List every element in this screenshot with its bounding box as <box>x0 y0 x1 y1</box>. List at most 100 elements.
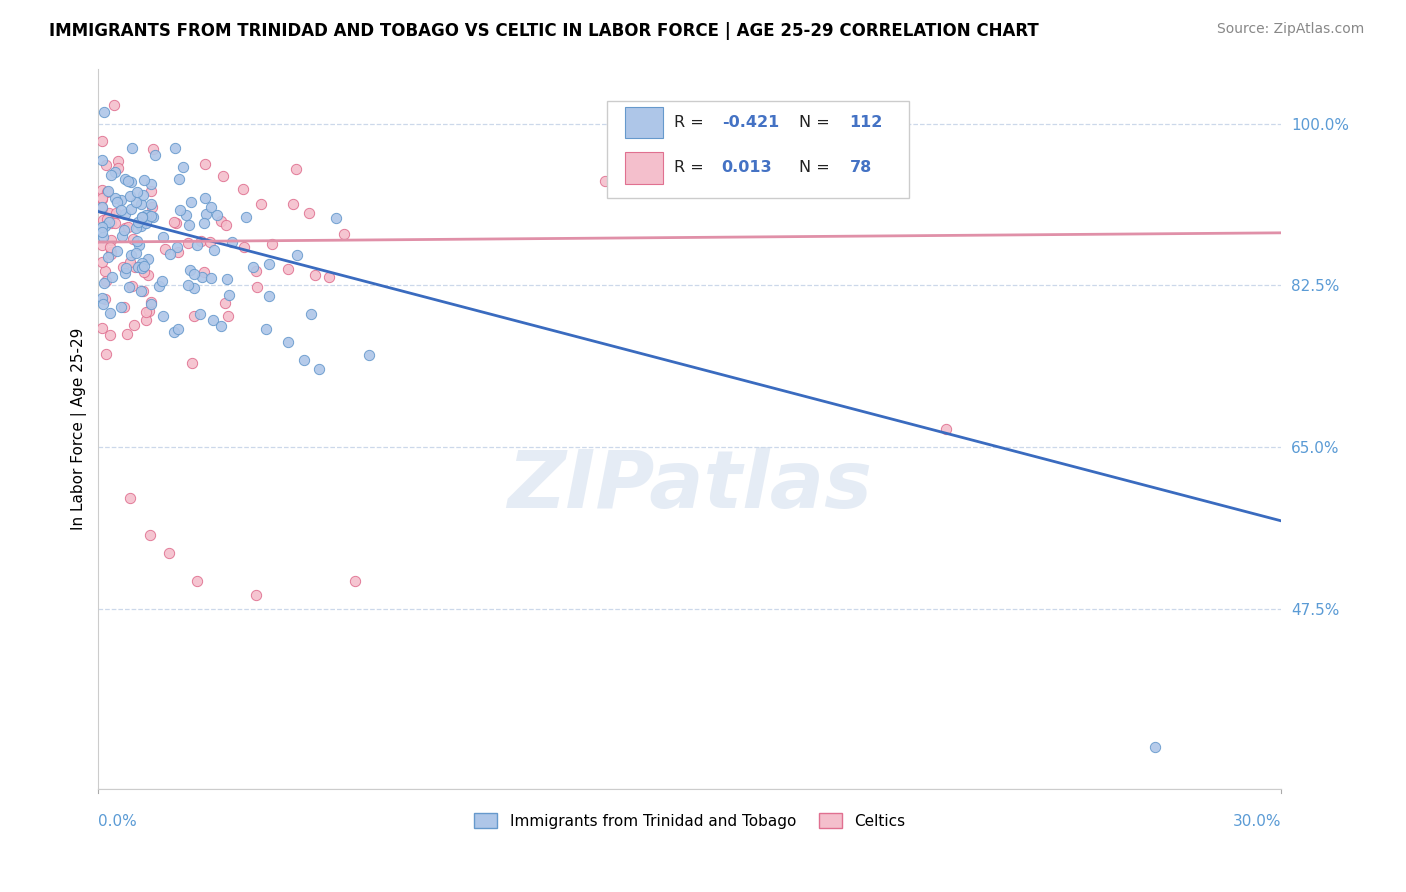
Point <box>165 216 187 230</box>
Text: R =: R = <box>675 115 709 130</box>
Point <box>143 147 166 161</box>
Point <box>97 184 120 198</box>
Point <box>104 206 127 220</box>
Point <box>215 218 238 232</box>
Point <box>308 361 330 376</box>
Point <box>235 210 257 224</box>
Point <box>96 186 118 200</box>
Point <box>127 260 149 274</box>
Point <box>298 206 321 220</box>
Point <box>139 197 162 211</box>
Text: 112: 112 <box>849 115 883 130</box>
Point <box>200 271 222 285</box>
Text: IMMIGRANTS FROM TRINIDAD AND TOBAGO VS CELTIC IN LABOR FORCE | AGE 25-29 CORRELA: IMMIGRANTS FROM TRINIDAD AND TOBAGO VS C… <box>49 22 1039 40</box>
Point <box>135 313 157 327</box>
FancyBboxPatch shape <box>607 101 908 198</box>
Point <box>91 220 114 235</box>
Point <box>132 284 155 298</box>
Point <box>93 297 115 311</box>
Point <box>94 158 117 172</box>
Point <box>188 307 211 321</box>
Point <box>114 266 136 280</box>
Point <box>110 202 132 217</box>
Point <box>218 288 240 302</box>
Point <box>139 294 162 309</box>
Point <box>114 207 136 221</box>
Point <box>91 201 114 215</box>
Point <box>93 276 115 290</box>
Text: 0.0%: 0.0% <box>98 814 138 829</box>
Point <box>91 291 114 305</box>
Point <box>110 300 132 314</box>
Point <box>245 588 267 602</box>
Text: 78: 78 <box>849 161 872 176</box>
Point <box>118 255 141 269</box>
Point <box>135 305 157 319</box>
Point <box>117 220 139 235</box>
Point <box>100 244 122 259</box>
Point <box>257 257 280 271</box>
Point <box>125 220 148 235</box>
Text: N =: N = <box>799 115 834 130</box>
Point <box>194 157 217 171</box>
Point <box>127 234 149 248</box>
Point <box>132 173 155 187</box>
Point <box>114 171 136 186</box>
Point <box>114 220 136 235</box>
Point <box>120 247 142 261</box>
Point <box>277 334 299 349</box>
Point <box>91 183 114 197</box>
Point <box>191 270 214 285</box>
Point <box>153 242 176 256</box>
Point <box>132 187 155 202</box>
Point <box>304 268 326 282</box>
Point <box>246 280 269 294</box>
Point <box>202 243 225 257</box>
Point <box>105 244 128 258</box>
Point <box>91 212 114 227</box>
Point <box>281 197 304 211</box>
Point <box>91 192 114 206</box>
Point <box>117 174 139 188</box>
Point <box>325 211 347 225</box>
Point <box>194 207 217 221</box>
Point <box>180 356 202 370</box>
Point <box>98 327 121 342</box>
Point <box>107 154 129 169</box>
Point <box>94 219 117 233</box>
Point <box>131 256 153 270</box>
Point <box>100 246 122 260</box>
Point <box>169 202 191 217</box>
Point <box>139 297 162 311</box>
Point <box>118 491 141 505</box>
Point <box>134 259 156 273</box>
Point <box>98 240 121 254</box>
Point <box>167 322 190 336</box>
Point <box>277 261 299 276</box>
Point <box>292 353 315 368</box>
Point <box>120 175 142 189</box>
Point <box>167 171 190 186</box>
Point <box>179 263 201 277</box>
Point <box>186 238 208 252</box>
Point <box>201 313 224 327</box>
Point <box>118 280 141 294</box>
Point <box>139 209 162 223</box>
Point <box>135 208 157 222</box>
Point <box>190 234 212 248</box>
Text: Source: ZipAtlas.com: Source: ZipAtlas.com <box>1216 22 1364 37</box>
Point <box>141 200 163 214</box>
Y-axis label: In Labor Force | Age 25-29: In Labor Force | Age 25-29 <box>72 327 87 530</box>
Point <box>97 250 120 264</box>
Point <box>136 268 159 282</box>
Point <box>242 260 264 274</box>
Point <box>200 200 222 214</box>
Point <box>359 348 381 362</box>
Point <box>138 304 160 318</box>
Point <box>101 269 124 284</box>
Point <box>91 230 114 244</box>
Point <box>163 215 186 229</box>
Point <box>136 207 159 221</box>
Point <box>207 208 229 222</box>
Point <box>343 574 366 588</box>
